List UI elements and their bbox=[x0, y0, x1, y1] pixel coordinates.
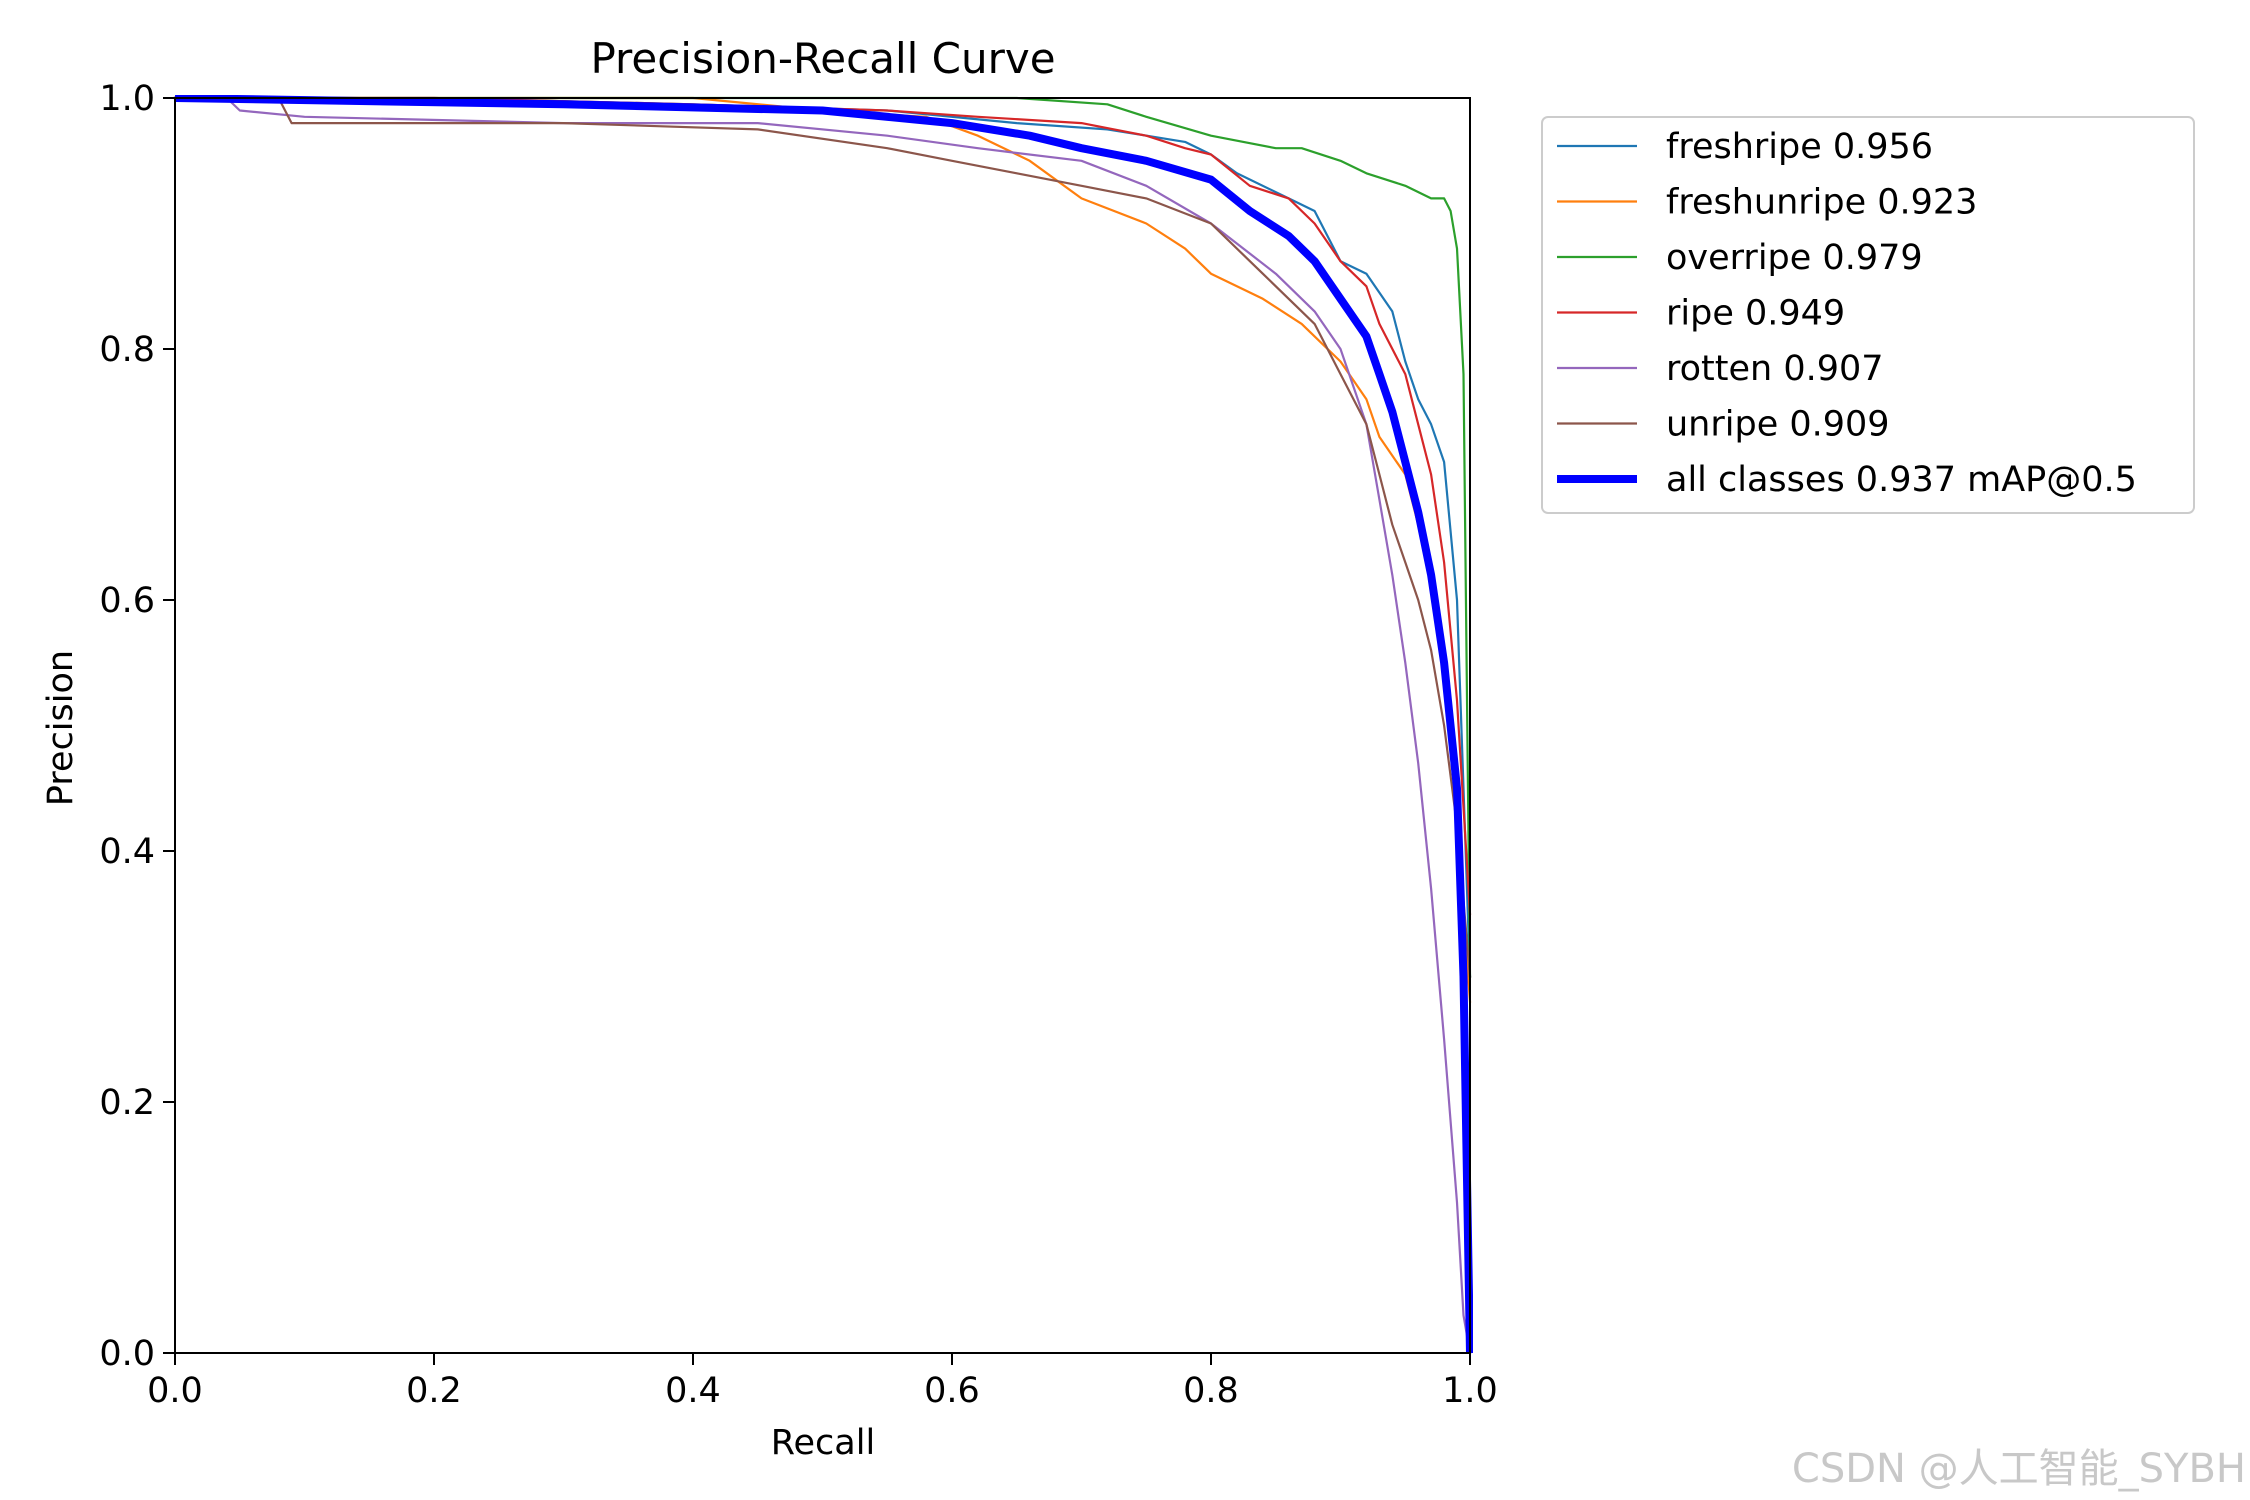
series-line-all-classes bbox=[174, 95, 1473, 1354]
y-tick-label: 0.8 bbox=[99, 330, 155, 370]
legend-label: ripe 0.949 bbox=[1666, 294, 1845, 334]
x-axis: 0.0 0.2 0.4 0.6 0.8 1.0 bbox=[147, 1353, 1498, 1411]
legend-box bbox=[1541, 116, 2195, 514]
y-tick-label: 0.0 bbox=[99, 1334, 155, 1374]
watermark: CSDN @人工智能_SYBH bbox=[1792, 1446, 2246, 1492]
legend-entry-unripe: unripe 0.909 bbox=[1557, 405, 1890, 445]
y-tick-label: 0.6 bbox=[99, 581, 155, 621]
x-tick-label: 0.0 bbox=[147, 1371, 203, 1411]
y-tick-label: 0.2 bbox=[99, 1083, 155, 1123]
x-tick-label: 0.4 bbox=[665, 1371, 721, 1411]
y-axis-label: Precision bbox=[41, 650, 81, 806]
legend-label: freshripe 0.956 bbox=[1666, 127, 1933, 167]
legend: freshripe 0.956 freshunripe 0.923 overripe… bbox=[1541, 116, 2195, 514]
legend-entry-freshunripe: freshunripe 0.923 bbox=[1557, 183, 1977, 223]
legend-entry-overripe: overripe 0.979 bbox=[1557, 238, 1923, 278]
y-axis: 0.0 0.2 0.4 0.6 0.8 1.0 bbox=[99, 79, 175, 1374]
legend-label: freshunripe 0.923 bbox=[1666, 183, 1977, 223]
legend-entry-ripe: ripe 0.949 bbox=[1557, 294, 1845, 334]
y-tick-label: 0.4 bbox=[99, 832, 155, 872]
legend-entry-all-classes: all classes 0.937 mAP@0.5 bbox=[1557, 460, 2137, 500]
chart-title: Precision-Recall Curve bbox=[590, 34, 1055, 83]
legend-label: overripe 0.979 bbox=[1666, 238, 1923, 278]
x-tick-label: 1.0 bbox=[1442, 1371, 1498, 1411]
plot-frame bbox=[174, 97, 1471, 1354]
x-tick-label: 0.8 bbox=[1183, 1371, 1239, 1411]
y-tick-label: 1.0 bbox=[99, 79, 155, 119]
series-line-ripe bbox=[173, 96, 1472, 915]
x-tick-label: 0.2 bbox=[406, 1371, 462, 1411]
x-tick-label: 0.6 bbox=[924, 1371, 980, 1411]
legend-label: unripe 0.909 bbox=[1666, 405, 1890, 445]
plot-area bbox=[173, 95, 1473, 1355]
series-line-unripe bbox=[173, 96, 1472, 978]
legend-entry-freshripe: freshripe 0.956 bbox=[1557, 127, 1933, 167]
series-line-freshripe bbox=[173, 96, 1472, 978]
legend-entry-rotten: rotten 0.907 bbox=[1557, 349, 1884, 389]
legend-label: all classes 0.937 mAP@0.5 bbox=[1666, 460, 2137, 500]
x-axis-label: Recall bbox=[771, 1423, 875, 1463]
legend-label: rotten 0.907 bbox=[1666, 349, 1884, 389]
